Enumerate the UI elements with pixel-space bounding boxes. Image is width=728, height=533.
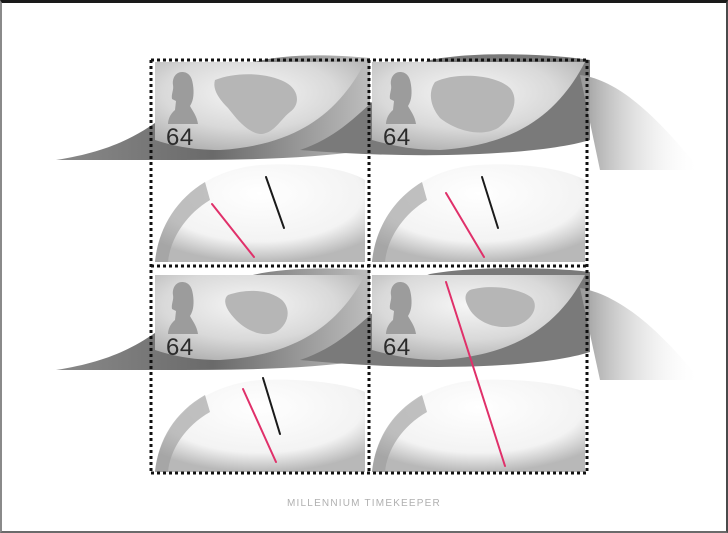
ribbon-band-top xyxy=(56,54,700,262)
queen-head-silhouettes xyxy=(168,72,416,334)
stamp-value: 64 xyxy=(383,124,411,151)
perforations xyxy=(149,58,589,475)
stamp-europe[interactable]: 64 xyxy=(369,272,587,480)
stamp-value: 64 xyxy=(383,334,411,361)
stamp-asia[interactable]: 64 xyxy=(369,62,587,270)
stamp-value: 64 xyxy=(166,124,194,151)
clock-hands xyxy=(211,176,506,467)
stamp-north-america[interactable]: 64 xyxy=(152,62,370,270)
stamp-value: 64 xyxy=(166,334,194,361)
sheet-caption: MILLENNIUM TIMEKEEPER xyxy=(287,498,441,509)
stamp-middle-east-africa[interactable]: 64 xyxy=(152,272,370,480)
